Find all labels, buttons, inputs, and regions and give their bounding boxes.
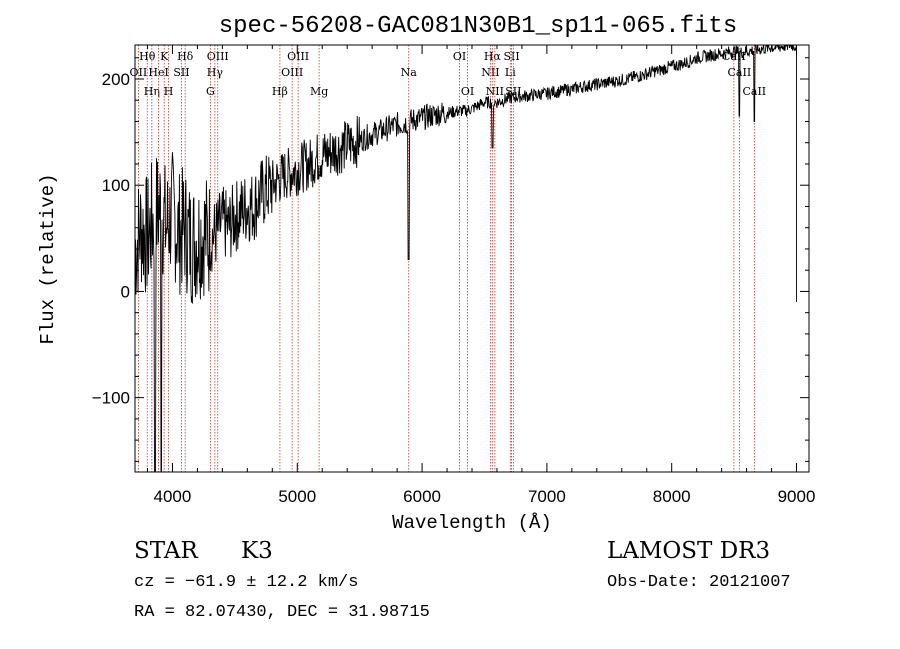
line-marker-label: Hδ — [177, 50, 194, 63]
line-marker-label: H — [164, 85, 174, 98]
x-tick-label: 6000 — [403, 487, 441, 506]
obs-date: Obs-Date: 20121007 — [607, 573, 791, 592]
y-tick-label: −100 — [92, 389, 130, 408]
line-marker-label: OII — [130, 66, 148, 79]
line-marker-label: OIII — [287, 50, 309, 63]
x-tick-label: 5000 — [278, 487, 316, 506]
line-marker-label: OIII — [281, 66, 303, 79]
x-tick-label: 7000 — [528, 487, 566, 506]
line-marker-label: NII — [486, 85, 504, 98]
line-marker-label: Hγ — [207, 66, 224, 79]
line-marker-label: SII — [173, 66, 189, 79]
x-tick-label: 4000 — [154, 487, 192, 506]
line-marker-label: G — [206, 85, 215, 98]
y-axis-label: Flux (relative) — [37, 173, 59, 344]
line-marker-label: NII — [481, 66, 499, 79]
object-class: STAR — [134, 538, 198, 564]
x-axis-label: Wavelength (Å) — [392, 512, 552, 534]
line-marker-label: OI — [453, 50, 466, 63]
line-marker-label: Na — [401, 66, 418, 79]
plot-frame — [134, 44, 810, 473]
line-marker-label: K — [160, 50, 169, 63]
spectrum-series-line — [135, 45, 797, 472]
x-tick-label: 9000 — [778, 487, 816, 506]
object-subclass: K3 — [241, 538, 273, 564]
series-layer — [135, 45, 797, 472]
x-tick-label: 8000 — [653, 487, 691, 506]
line-marker-label: Mg — [310, 85, 328, 98]
coordinates: RA = 82.07430, DEC = 31.98715 — [134, 603, 430, 622]
line-marker-label: Hα — [484, 50, 502, 63]
redshift-value: cz = −61.9 ± 12.2 km/s — [134, 573, 359, 592]
y-tick-label: 0 — [121, 282, 130, 301]
line-marker-label: CaII — [728, 66, 752, 79]
line-marker-label: Li — [505, 66, 516, 79]
survey-name: LAMOST DR3 — [607, 538, 771, 564]
line-markers: OII Hθ Hη HeI K H SII Hδ G Hγ OIII Hβ OIII OIII Mg Na OI… — [130, 45, 766, 472]
axis-ticks: 4000 5000 6000 7000 8000 9000 −100 0 100 200 — [92, 45, 816, 506]
y-tick-label: 200 — [102, 70, 130, 89]
line-marker-label: OI — [461, 85, 474, 98]
y-tick-label: 100 — [102, 176, 130, 195]
line-marker-label: OIII — [207, 50, 229, 63]
line-marker-label: Hβ — [272, 85, 288, 98]
line-marker-label: Hθ — [139, 50, 156, 63]
line-marker-label: SII — [503, 50, 519, 63]
line-marker-label: HeI — [148, 66, 168, 79]
line-marker-label: Hη — [144, 85, 160, 98]
chart-title: spec-56208-GAC081N30B1_sp11-065.fits — [219, 13, 737, 40]
